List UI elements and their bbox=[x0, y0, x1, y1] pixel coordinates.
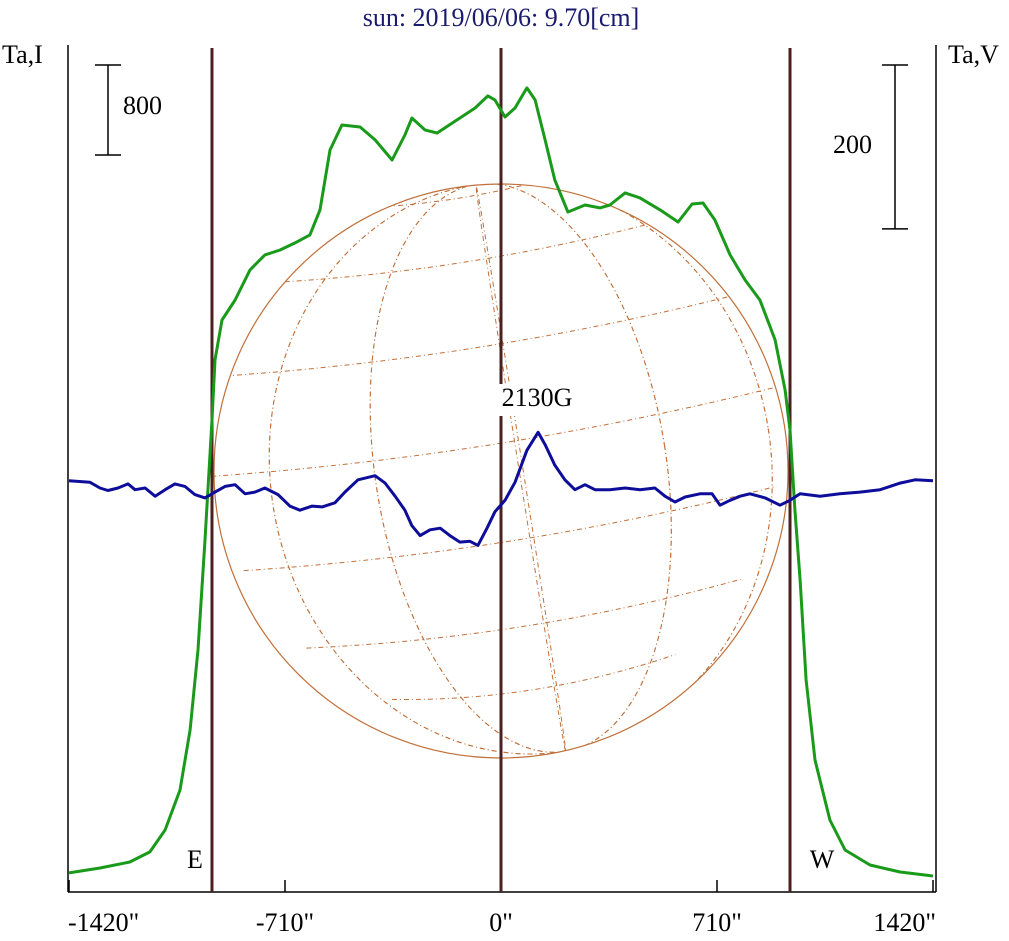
scale-bar-label: 800 bbox=[123, 91, 162, 120]
chart-title: sun: 2019/06/06: 9.70[cm] bbox=[363, 3, 640, 32]
parallel bbox=[212, 291, 746, 378]
parallel bbox=[243, 485, 777, 572]
parallel bbox=[248, 214, 684, 285]
vertical-line-label: 2130G bbox=[502, 383, 573, 412]
series-line bbox=[68, 86, 934, 878]
x-tick-label: 710" bbox=[692, 908, 742, 937]
label-background bbox=[495, 384, 579, 416]
parallel bbox=[314, 163, 598, 210]
x-tick-label: 1420" bbox=[873, 908, 936, 937]
vertical-line-label: W bbox=[810, 845, 835, 874]
x-tick-label: -1420" bbox=[68, 908, 139, 937]
parallel bbox=[211, 386, 779, 477]
parallel bbox=[306, 578, 741, 649]
vertical-line-label: E bbox=[187, 845, 203, 874]
x-tick-label: -710" bbox=[256, 908, 314, 937]
x-tick-label: 0" bbox=[489, 908, 513, 937]
meridian bbox=[475, 183, 567, 752]
y2-axis-label: Ta,V bbox=[948, 40, 999, 69]
series-line bbox=[68, 430, 934, 547]
parallel bbox=[391, 654, 676, 701]
scale-bar-label: 200 bbox=[833, 130, 872, 159]
y-axis-label: Ta,I bbox=[2, 40, 43, 69]
